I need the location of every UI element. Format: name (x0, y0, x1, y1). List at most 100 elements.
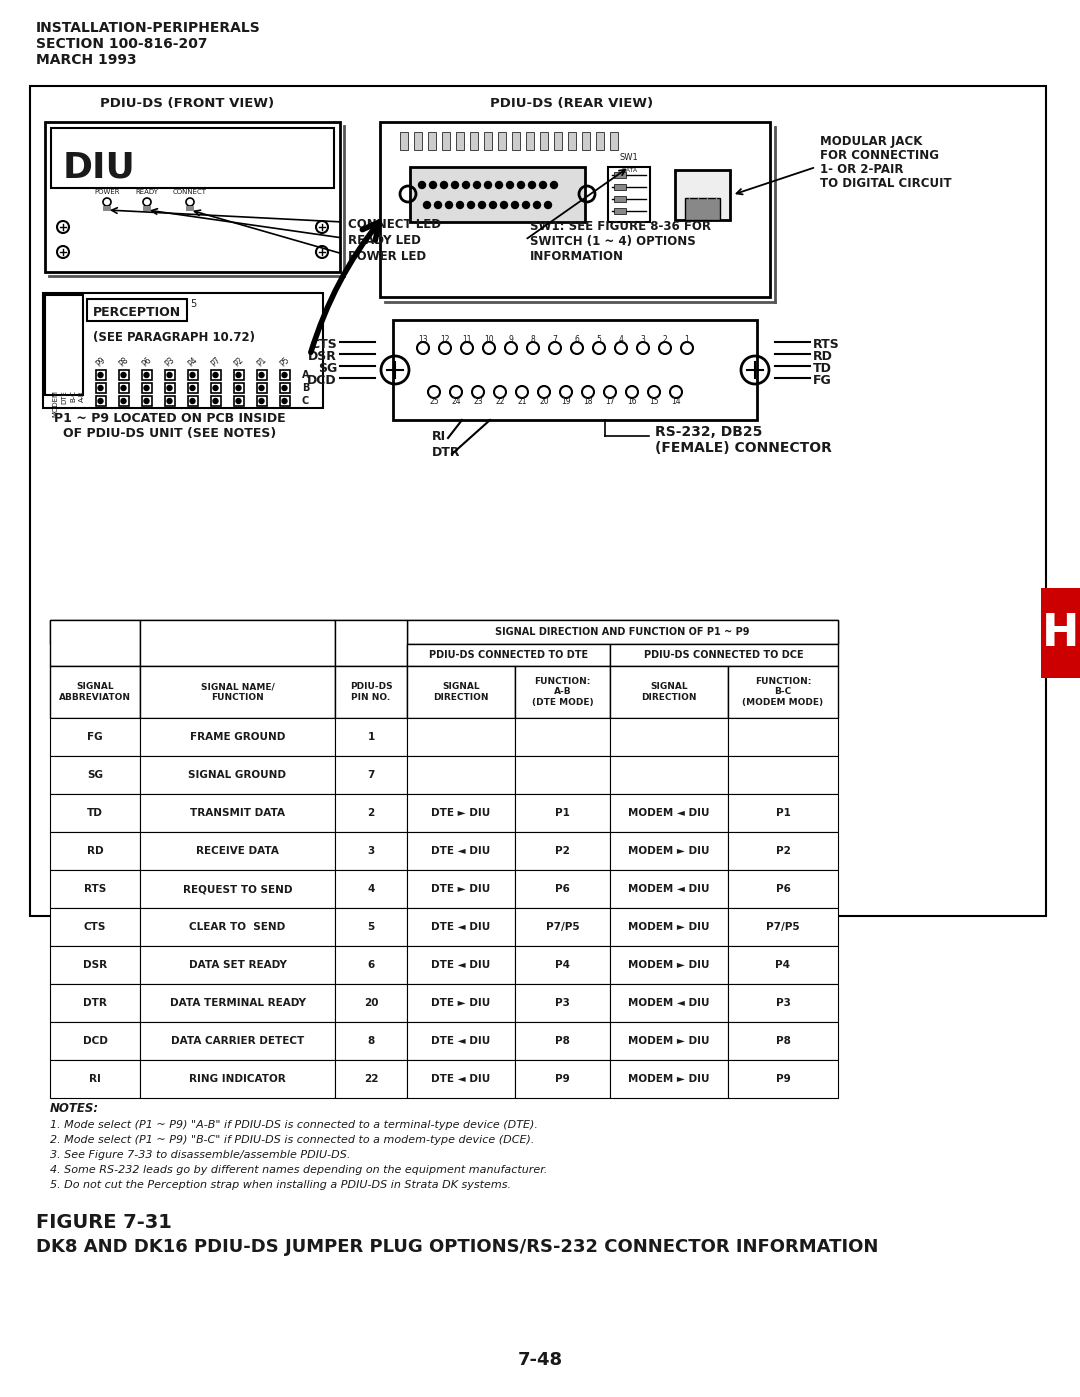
Bar (610, 756, 728, 793)
Text: 3: 3 (640, 334, 646, 344)
Circle shape (473, 182, 481, 189)
Text: TD: TD (813, 362, 832, 376)
Bar (335, 666, 407, 718)
Text: A: A (302, 370, 310, 380)
Text: DSR: DSR (83, 960, 107, 970)
Bar (410, 168, 585, 222)
Bar (140, 756, 335, 793)
Bar (407, 666, 515, 718)
Bar (407, 1060, 515, 1098)
Bar (407, 1023, 515, 1060)
Bar (280, 383, 289, 393)
Text: DTE ◄ DIU: DTE ◄ DIU (431, 847, 490, 856)
Text: POWER LED: POWER LED (348, 250, 427, 264)
Circle shape (144, 373, 149, 377)
Circle shape (485, 182, 491, 189)
Text: 7: 7 (367, 770, 375, 780)
Circle shape (190, 373, 195, 377)
Text: P6: P6 (140, 355, 153, 369)
Circle shape (167, 398, 172, 404)
Text: SIGNAL
DIRECTION: SIGNAL DIRECTION (642, 682, 697, 701)
Text: P4: P4 (555, 960, 570, 970)
Text: P6: P6 (555, 884, 570, 894)
Text: DCD: DCD (82, 1037, 107, 1046)
Text: RD: RD (813, 351, 833, 363)
Bar (119, 370, 129, 380)
Text: 25: 25 (429, 398, 438, 407)
Bar (50, 620, 140, 666)
Bar (188, 370, 198, 380)
Bar (95, 395, 106, 407)
Text: A-B: A-B (79, 390, 85, 401)
Text: DTE ◄ DIU: DTE ◄ DIU (431, 960, 490, 970)
Bar (414, 131, 422, 149)
Bar (515, 908, 610, 946)
Bar (164, 395, 175, 407)
Bar (140, 870, 335, 908)
Text: RECEIVE DATA: RECEIVE DATA (197, 847, 279, 856)
Text: PDIU-DS (REAR VIEW): PDIU-DS (REAR VIEW) (490, 96, 653, 110)
Text: 13: 13 (418, 334, 428, 344)
Circle shape (528, 182, 536, 189)
Text: 16: 16 (627, 398, 637, 407)
Bar (87, 299, 187, 321)
Text: MODEM ◄ DIU: MODEM ◄ DIU (629, 884, 710, 894)
Circle shape (462, 182, 470, 189)
Circle shape (478, 201, 486, 208)
Bar (728, 666, 838, 718)
Bar (257, 383, 267, 393)
Circle shape (446, 201, 453, 208)
Text: P5: P5 (278, 355, 291, 369)
Bar (50, 833, 140, 870)
Bar (140, 946, 335, 983)
Bar (335, 983, 407, 1023)
Text: 2. Mode select (P1 ~ P9) "B-C" if PDIU-DS is connected to a modem-type device (D: 2. Mode select (P1 ~ P9) "B-C" if PDIU-D… (50, 1134, 535, 1146)
Text: 4: 4 (619, 334, 623, 344)
Text: FUNCTION:
B-C
(MODEM MODE): FUNCTION: B-C (MODEM MODE) (742, 678, 824, 707)
Bar (515, 833, 610, 870)
Bar (728, 908, 838, 946)
Bar (30, 87, 1047, 916)
Text: SG: SG (318, 362, 337, 376)
Text: FUNCTION:
A-B
(DTE MODE): FUNCTION: A-B (DTE MODE) (531, 678, 593, 707)
Text: MARCH 1993: MARCH 1993 (36, 53, 137, 67)
Bar (186, 205, 194, 211)
Text: C: C (302, 395, 309, 407)
Bar (335, 870, 407, 908)
Text: B: B (302, 383, 309, 393)
Text: 2: 2 (663, 334, 667, 344)
Bar (140, 833, 335, 870)
Circle shape (451, 182, 459, 189)
Bar (428, 131, 436, 149)
Text: 10: 10 (484, 334, 494, 344)
Circle shape (419, 182, 426, 189)
Circle shape (534, 201, 540, 208)
Text: 5: 5 (596, 334, 602, 344)
Text: DK8 AND DK16 PDIU-DS JUMPER PLUG OPTIONS/RS-232 CONNECTOR INFORMATION: DK8 AND DK16 PDIU-DS JUMPER PLUG OPTIONS… (36, 1238, 878, 1256)
Text: P7: P7 (208, 355, 222, 369)
Bar (335, 718, 407, 756)
Circle shape (121, 398, 126, 404)
Bar (335, 756, 407, 793)
Text: DTE ◄ DIU: DTE ◄ DIU (431, 922, 490, 932)
Bar (515, 718, 610, 756)
Text: 3: 3 (367, 847, 375, 856)
Circle shape (237, 386, 241, 391)
Bar (95, 383, 106, 393)
Bar (45, 122, 340, 272)
Circle shape (282, 398, 287, 404)
Bar (515, 946, 610, 983)
Text: SW1: SW1 (620, 154, 638, 162)
Text: P4: P4 (775, 960, 791, 970)
Circle shape (167, 386, 172, 391)
Bar (211, 395, 220, 407)
Text: 11: 11 (462, 334, 472, 344)
Bar (728, 870, 838, 908)
Bar (280, 370, 289, 380)
Text: B-C: B-C (70, 390, 76, 402)
Bar (164, 383, 175, 393)
Text: DTR: DTR (83, 997, 107, 1009)
Text: MODEM ► DIU: MODEM ► DIU (629, 922, 710, 932)
Text: 12: 12 (441, 334, 449, 344)
Bar (51, 129, 334, 189)
